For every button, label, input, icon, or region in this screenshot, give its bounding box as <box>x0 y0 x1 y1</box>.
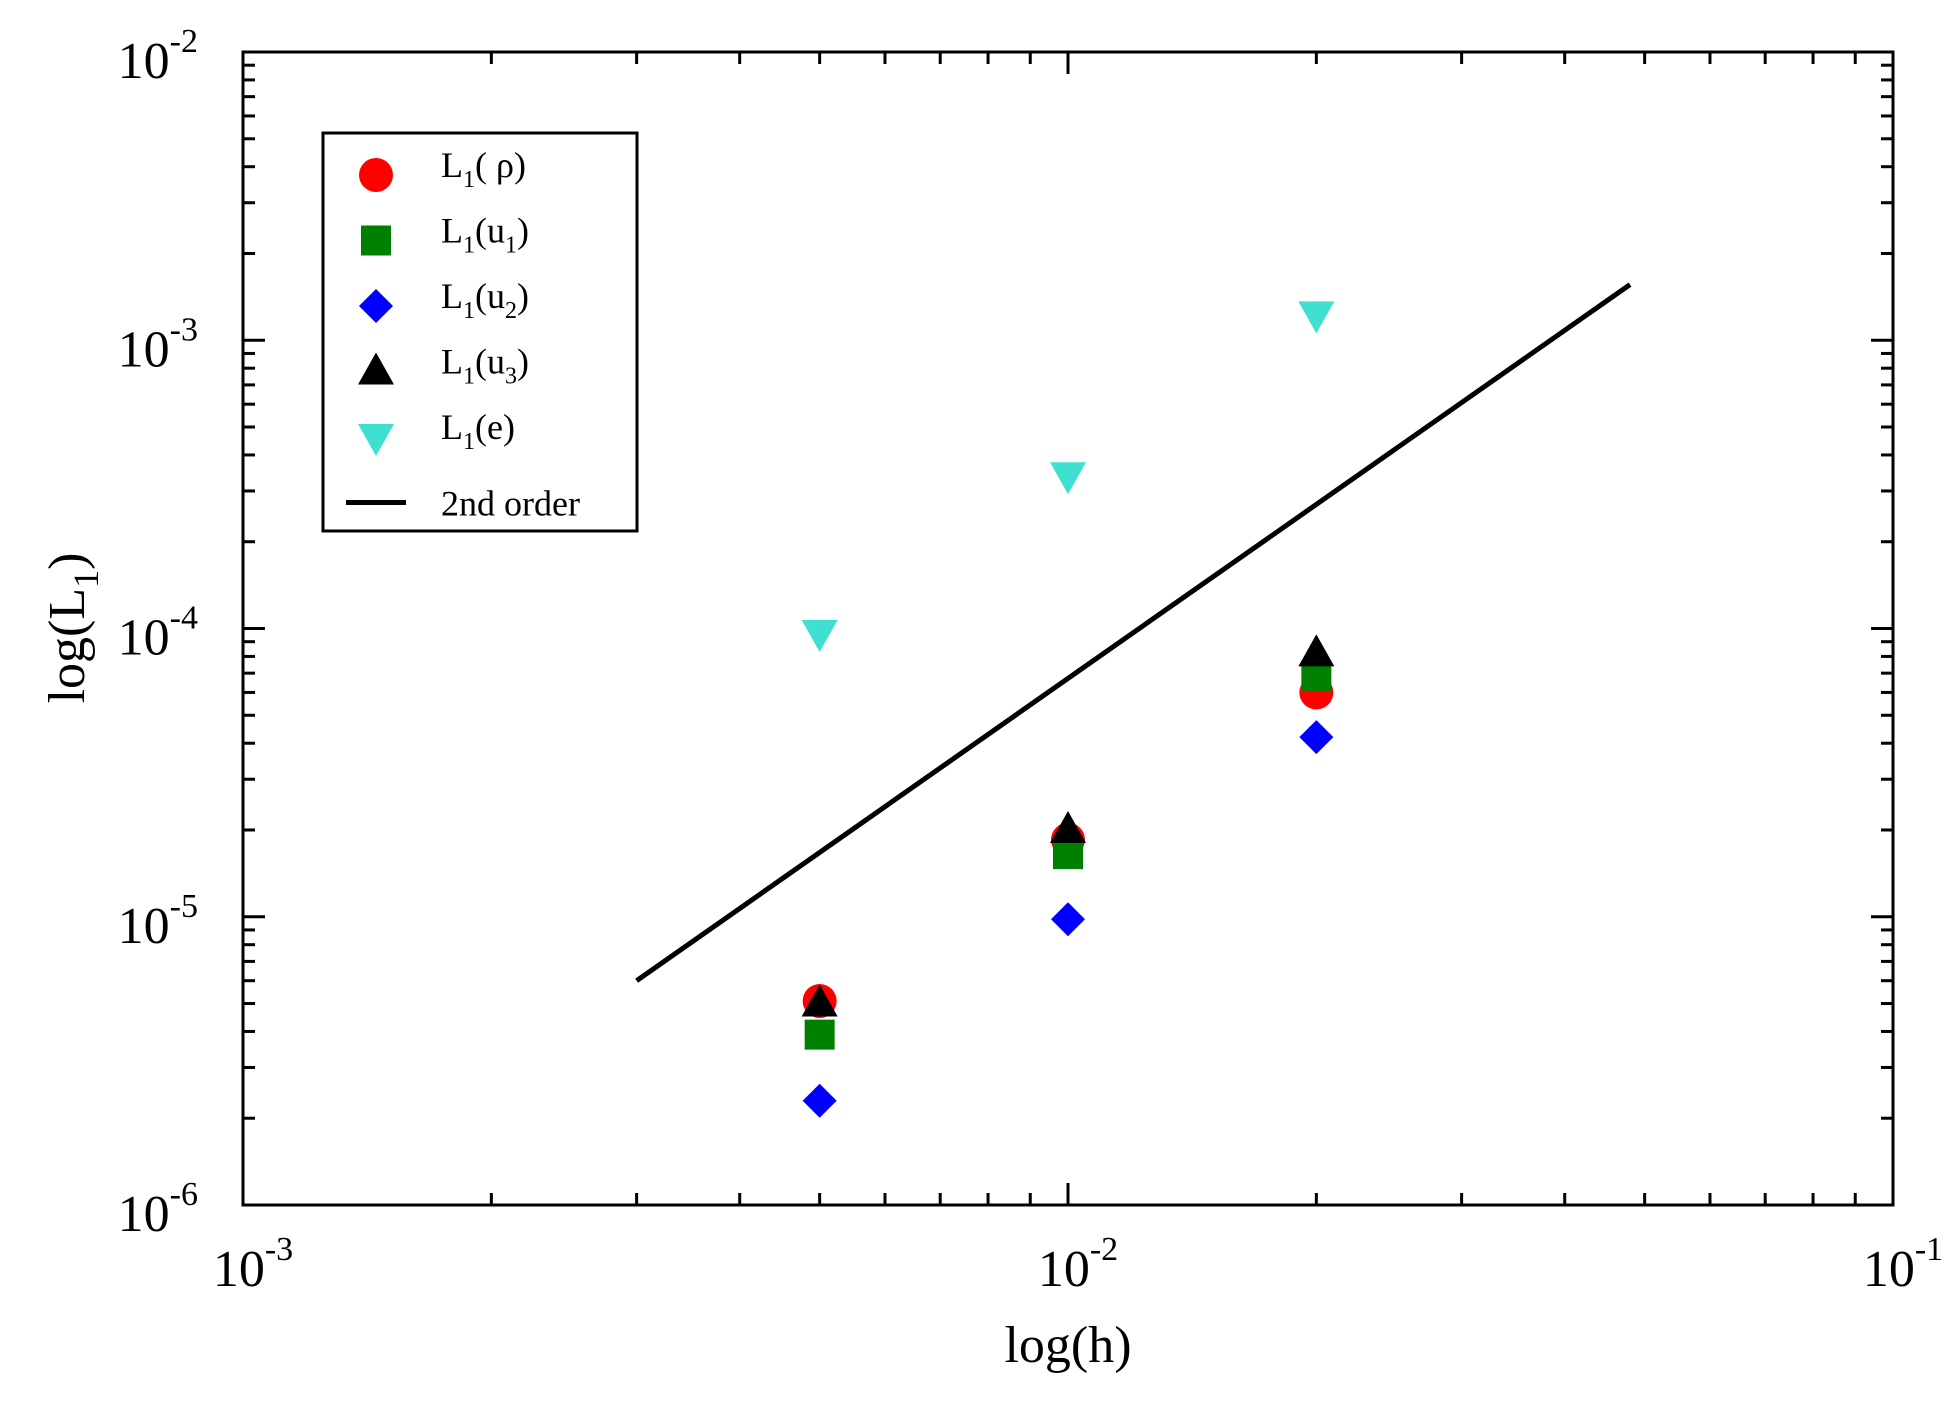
legend-label-part: (u <box>475 276 505 316</box>
legend-box <box>321 131 639 533</box>
legend-label-part: 1 <box>463 429 475 455</box>
data-point-l1-u2- <box>1299 720 1334 755</box>
data-point-l1-u2- <box>1051 902 1085 937</box>
x-tick-label-base: 10 <box>213 1241 265 1298</box>
y-tick-label-exponent: -4 <box>170 600 198 637</box>
legend-label-part: 1 <box>463 298 475 324</box>
legend-label-part: ) <box>517 276 529 316</box>
legend-l1-u3--label: L1(u3) <box>441 342 529 390</box>
legend-2nd-order-label: 2nd order <box>441 484 580 524</box>
x-tick-label-base: 10 <box>1038 1241 1090 1298</box>
y-tick-label-exponent: -6 <box>170 1176 198 1213</box>
legend: L1( ρ)L1(u1)L1(u2)L1(u3)L1(e)2nd order <box>321 131 639 533</box>
data-point-l1-u3- <box>801 984 838 1017</box>
x-axis-title: log(h) <box>1004 1317 1131 1374</box>
legend-label-part: (e) <box>475 407 515 447</box>
legend-label-part: 1 <box>463 233 475 259</box>
data-point-l1-u3- <box>1050 810 1086 843</box>
y-tick-label-base: 10 <box>118 33 170 90</box>
x-tick-label-base: 10 <box>1863 1241 1915 1298</box>
legend-label-part: 1 <box>463 167 475 193</box>
data-point-l1-u3- <box>1298 634 1335 667</box>
y-tick-label-exponent: -3 <box>170 311 198 348</box>
x-tick-label: 10-3 <box>213 1231 293 1298</box>
y-tick-label: 10-4 <box>118 600 198 667</box>
data-points <box>801 301 1335 1118</box>
legend-l1-e--label: L1(e) <box>441 407 515 455</box>
y-axis-title: log(L1) <box>39 553 106 704</box>
y-tick-label: 10-6 <box>118 1176 198 1243</box>
legend-label-part: L <box>441 145 463 185</box>
legend-label-part: 2 <box>505 298 517 324</box>
x-tick-label-exponent: -3 <box>265 1231 293 1268</box>
y-tick-label: 10-3 <box>118 311 198 378</box>
x-tick-labels: 10-3 10-2 10-1 <box>213 1231 1943 1298</box>
legend-l1-u1--symbol <box>361 225 391 256</box>
legend-label-part: L <box>441 342 463 382</box>
y-tick-label-base: 10 <box>118 898 170 955</box>
y-tick-label-exponent: -5 <box>170 888 198 925</box>
legend-l1-e--symbol <box>358 424 394 456</box>
y-axis-title-main: log(L <box>39 588 96 704</box>
legend-label-part: 1 <box>463 364 475 390</box>
data-point-l1-e- <box>801 619 838 652</box>
plot-frame <box>241 50 1895 1207</box>
legend-label-part: ) <box>517 211 529 251</box>
legend-label-part: L <box>441 276 463 316</box>
y-axis-title-subscript: 1 <box>66 570 106 588</box>
x-tick-label-exponent: -1 <box>1915 1231 1943 1268</box>
y-axis-title-close: ) <box>39 553 96 570</box>
legend-label-part: (u <box>475 211 505 251</box>
data-point-l1-e- <box>1298 301 1335 334</box>
y-tick-labels: 10-610-510-410-310-2 <box>118 23 198 1243</box>
legend-l1-rho--symbol <box>359 158 393 192</box>
y-tick-label: 10-5 <box>118 888 198 955</box>
x-tick-label: 10-1 <box>1863 1231 1943 1298</box>
legend-l1-u2--symbol <box>359 289 393 323</box>
legend-l1-u3--symbol <box>358 352 394 385</box>
legend-label-part: 3 <box>505 364 517 390</box>
x-tick-label-exponent: -2 <box>1090 1231 1118 1268</box>
y-tick-label-exponent: -2 <box>170 23 198 60</box>
y-tick-label-base: 10 <box>118 610 170 667</box>
reference-line-layer <box>635 282 1632 983</box>
legend-l1-u2--label: L1(u2) <box>441 276 529 324</box>
legend-label-part: L <box>441 407 463 447</box>
legend-entries: L1( ρ)L1(u1)L1(u2)L1(u3)L1(e)2nd order <box>346 145 580 524</box>
y-tick-label-base: 10 <box>118 321 170 378</box>
y-tick-label: 10-2 <box>118 23 198 90</box>
legend-l1-rho--label: L1( ρ) <box>441 145 526 193</box>
x-tick-label: 10-2 <box>1038 1231 1118 1298</box>
legend-label-part: ( ρ) <box>475 145 526 185</box>
data-point-l1-u1- <box>1053 839 1083 870</box>
legend-label-part: ) <box>517 342 529 382</box>
data-point-l1-e- <box>1050 462 1086 495</box>
data-point-l1-u2- <box>802 1083 837 1118</box>
y-tick-label-base: 10 <box>118 1186 170 1243</box>
legend-label-part: (u <box>475 342 505 382</box>
data-point-l1-u1- <box>804 1019 835 1050</box>
legend-l1-u1--label: L1(u1) <box>441 211 529 259</box>
legend-label-part: L <box>441 211 463 251</box>
legend-label-part: 1 <box>505 233 517 259</box>
second-order-reference-line <box>635 282 1632 983</box>
